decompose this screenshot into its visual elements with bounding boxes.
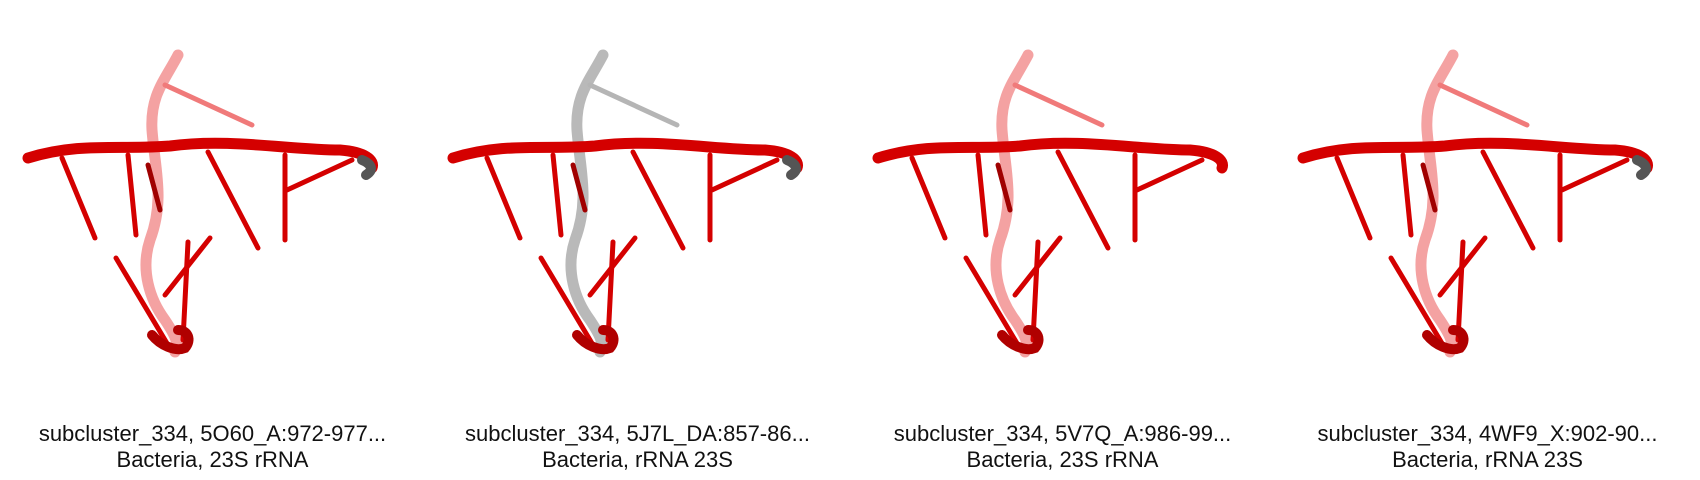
panel-2-subtitle: Bacteria, rRNA 23S: [542, 447, 733, 472]
base-stick: [484, 155, 523, 241]
base-stick: [125, 152, 139, 238]
base-stick-lower: [1455, 239, 1466, 343]
base-stick: [1420, 162, 1438, 213]
base-stick: [59, 155, 98, 241]
backbone-strand-horizontal: [447, 137, 803, 174]
backbone-end-cap: [357, 155, 376, 180]
panel-2-title: subcluster_334, 5J7L_DA:857-86...: [465, 421, 810, 446]
base-stick-lower: [180, 239, 191, 343]
panel-3-subtitle: Bacteria, 23S rRNA: [966, 447, 1159, 472]
backbone-strand-horizontal: [1297, 137, 1653, 174]
base-stick: [995, 162, 1013, 213]
rna-structure-render-4: [1297, 49, 1653, 358]
base-stick-lower: [587, 235, 638, 298]
backbone-strand-vertical: [565, 49, 609, 358]
backbone-loop: [1422, 325, 1469, 355]
backbone-strand-vertical: [1415, 49, 1459, 358]
structure-panel-2: subcluster_334, 5J7L_DA:857-86... Bacter…: [425, 0, 850, 480]
base-stick: [1480, 149, 1536, 251]
base-stick: [1134, 157, 1205, 193]
backbone-end-cap: [1632, 155, 1651, 180]
backbone-loop: [147, 325, 194, 355]
rna-molecule-2: [447, 49, 803, 358]
rna-molecule-3: [872, 49, 1228, 358]
panel-1-subtitle: Bacteria, 23S rRNA: [116, 447, 309, 472]
backbone-strand-horizontal: [22, 137, 378, 174]
structure-panel-1: subcluster_334, 5O60_A:972-977... Bacter…: [0, 0, 425, 480]
base-stick: [205, 149, 261, 251]
base-stick: [909, 155, 948, 241]
structure-panel-4: subcluster_334, 4WF9_X:902-90... Bacteri…: [1275, 0, 1700, 480]
panel-1-title: subcluster_334, 5O60_A:972-977...: [38, 421, 387, 446]
base-stick-lower: [1012, 235, 1063, 298]
base-stick: [975, 152, 989, 238]
rna-molecule-1: [22, 49, 378, 358]
base-stick: [284, 157, 355, 193]
base-stick: [570, 162, 588, 213]
base-stick-lower: [1030, 239, 1041, 343]
backbone-end-cap: [782, 155, 801, 180]
rna-structure-render-3: [872, 49, 1228, 358]
base-stick: [145, 162, 163, 213]
panel-3-title: subcluster_334, 5V7Q_A:986-99...: [893, 421, 1232, 446]
base-stick: [1559, 157, 1630, 193]
base-stick-lower: [113, 255, 171, 348]
panel-4-title: subcluster_334, 4WF9_X:902-90...: [1317, 421, 1658, 446]
base-stick-lower: [538, 255, 596, 348]
base-stick-lower: [963, 255, 1021, 348]
base-stick-lower: [1437, 235, 1488, 298]
base-stick: [1055, 149, 1111, 251]
rna-structure-render-1: [22, 49, 378, 358]
backbone-strand-vertical: [140, 49, 184, 358]
base-stick-top: [1012, 82, 1105, 128]
base-stick-top: [587, 82, 680, 128]
base-stick: [1334, 155, 1373, 241]
base-stick-lower: [605, 239, 616, 343]
rna-molecule-4: [1297, 49, 1653, 358]
base-stick: [630, 149, 686, 251]
base-stick-top: [1437, 82, 1530, 128]
structure-panel-3: subcluster_334, 5V7Q_A:986-99... Bacteri…: [850, 0, 1275, 480]
backbone-loop: [997, 325, 1044, 355]
base-stick: [1400, 152, 1414, 238]
panel-4-subtitle: Bacteria, rRNA 23S: [1392, 447, 1583, 472]
base-stick: [550, 152, 564, 238]
rna-structure-render-2: [447, 49, 803, 358]
backbone-loop: [572, 325, 619, 355]
backbone-strand-vertical: [990, 49, 1034, 358]
base-stick-top: [162, 82, 255, 128]
base-stick: [709, 157, 780, 193]
backbone-strand-horizontal: [872, 137, 1228, 174]
base-stick-lower: [162, 235, 213, 298]
base-stick-lower: [1388, 255, 1446, 348]
